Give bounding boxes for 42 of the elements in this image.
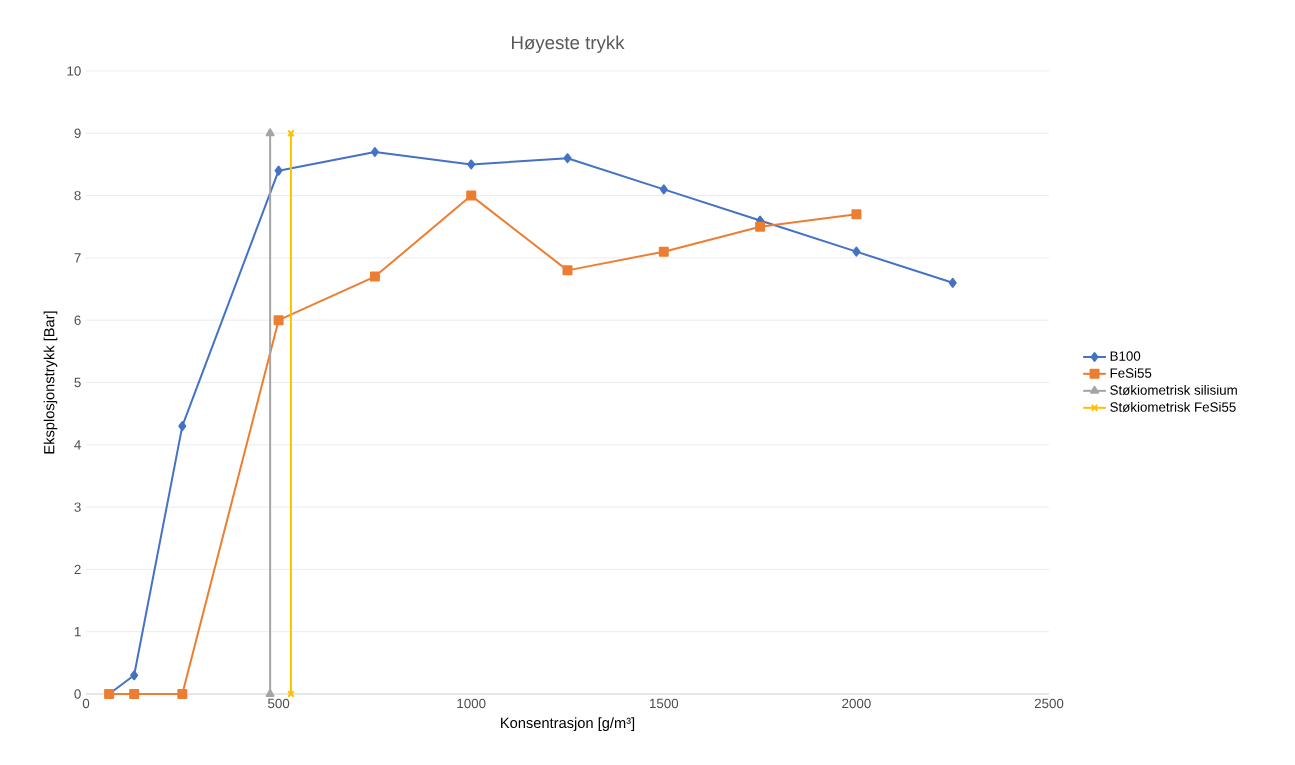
y-tick-label: 5 — [74, 377, 81, 388]
point — [851, 209, 862, 220]
point — [658, 246, 669, 257]
y-tick-label: 1 — [74, 627, 81, 637]
x-axis-title: Konsentrasjon [g/m³] — [501, 717, 635, 731]
x-tick-label: 2000 — [842, 698, 871, 709]
point — [178, 421, 187, 432]
point — [177, 689, 188, 699]
point — [948, 277, 957, 288]
point — [659, 184, 668, 195]
y-tick-label: 8 — [74, 190, 81, 201]
point — [274, 165, 283, 176]
y-tick-label: 2 — [74, 564, 81, 575]
legend-label: B100 — [1110, 351, 1141, 361]
point — [563, 153, 572, 164]
legend-label: Støkiometrisk FeSi55 — [1110, 401, 1236, 412]
y-axis-title: Eksplosjonstrykk [Bar] — [43, 311, 58, 454]
y-tick-label: 6 — [74, 315, 81, 325]
point — [130, 670, 139, 681]
x-tick-label: 0 — [82, 698, 90, 709]
y-tick-label: 9 — [74, 128, 81, 139]
y-tick-label: 0 — [74, 689, 81, 699]
x-tick-label: 2500 — [1034, 698, 1064, 709]
point — [466, 190, 477, 201]
y-tick-label: 10 — [67, 66, 81, 76]
x-tick-label: 1000 — [457, 698, 486, 709]
chart-title: Høyeste trykk — [511, 35, 625, 53]
y-tick-label: 4 — [74, 440, 81, 450]
point — [852, 246, 861, 257]
point — [129, 689, 140, 699]
point — [273, 315, 284, 326]
point — [369, 271, 380, 282]
y-tick-label: 3 — [74, 502, 81, 512]
point — [370, 146, 379, 157]
legend-label: Støkiometrisk silisium — [1110, 384, 1237, 395]
point — [755, 221, 766, 232]
x-tick-label: 500 — [268, 698, 290, 709]
point — [562, 265, 573, 276]
legend-label: FeSi55 — [1110, 367, 1152, 378]
point — [467, 159, 476, 170]
x-tick-label: 1500 — [650, 698, 679, 709]
y-tick-label: 7 — [74, 253, 81, 263]
